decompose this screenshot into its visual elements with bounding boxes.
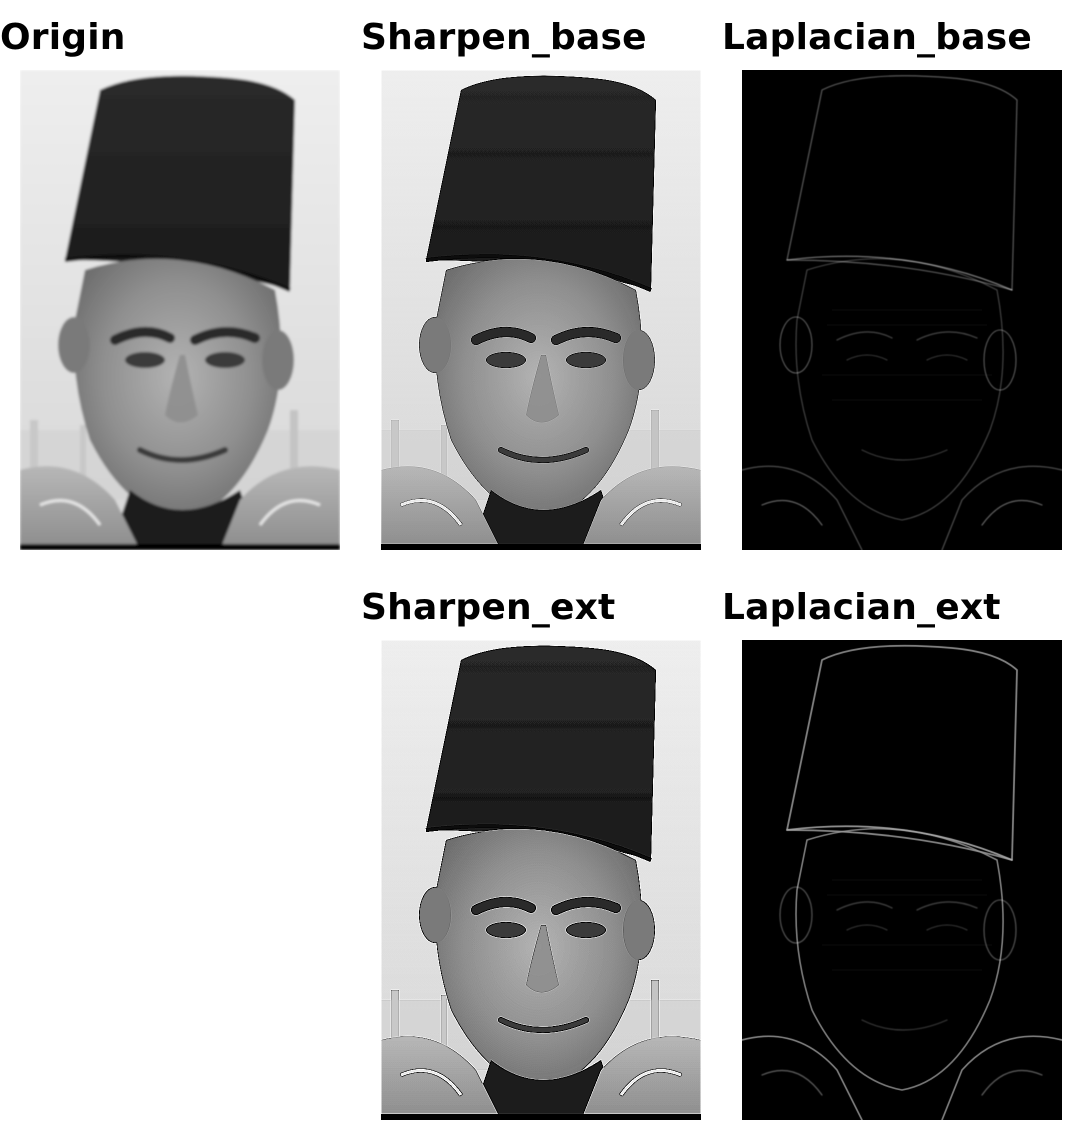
panel-title: Sharpen_ext <box>361 587 616 628</box>
panel-title: Origin <box>0 17 126 58</box>
panel-title: Laplacian_ext <box>722 587 1001 628</box>
sharpen-ext-image-svg <box>381 640 701 1120</box>
laplacian-base-image-svg <box>742 70 1062 550</box>
panel-laplacian-base: Laplacian_base <box>722 18 1067 553</box>
laplacian-base-image <box>742 70 1062 550</box>
sharpen-base-image-svg <box>381 70 701 550</box>
sharpen-base-image <box>381 70 701 550</box>
laplacian-ext-image <box>742 640 1062 1120</box>
panel-title: Laplacian_base <box>722 17 1032 58</box>
panel-sharpen-base: Sharpen_base <box>361 18 706 553</box>
panel-sharpen-ext: Sharpen_ext <box>361 588 706 1123</box>
sharpen-ext-image <box>381 640 701 1120</box>
panel-title: Sharpen_base <box>361 17 647 58</box>
origin-image-svg <box>20 70 340 550</box>
panel-origin: Origin <box>0 18 345 553</box>
origin-image <box>20 70 340 550</box>
panel-laplacian-ext: Laplacian_ext <box>722 588 1067 1123</box>
laplacian-ext-image-svg <box>742 640 1062 1120</box>
